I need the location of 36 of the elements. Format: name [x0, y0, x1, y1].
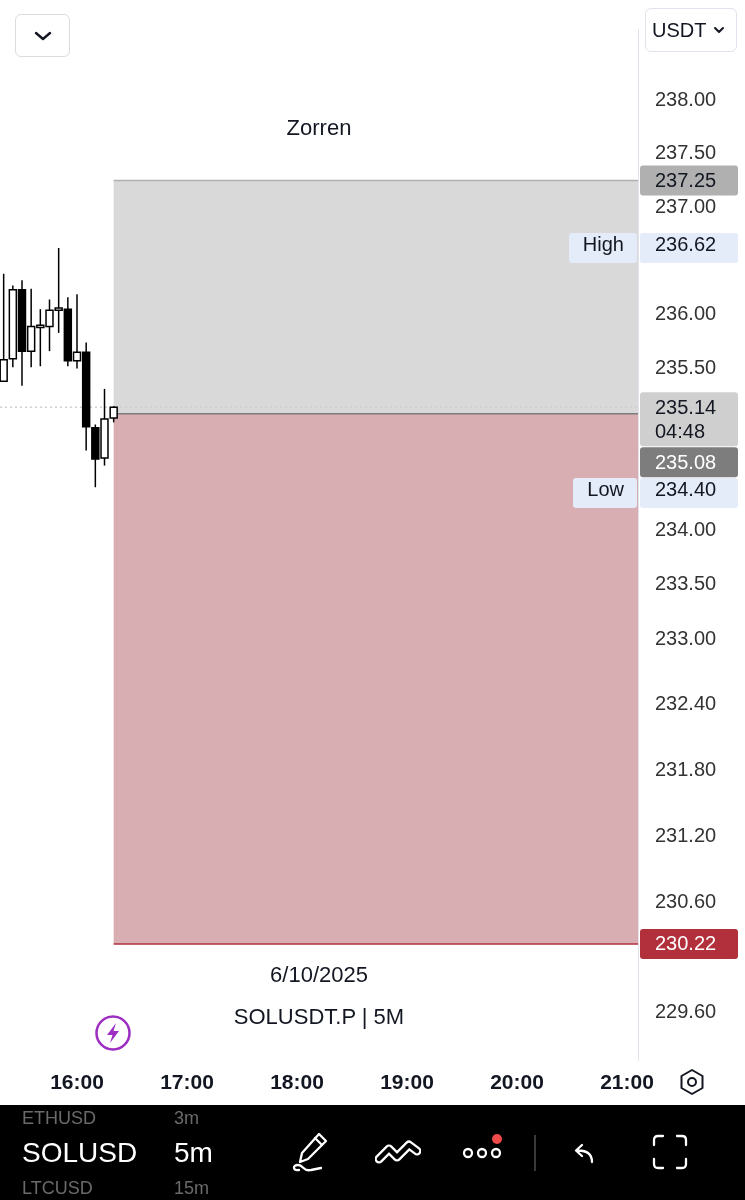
annotation: High 236.62 — [582, 232, 717, 257]
y-tick-label: 237.00 — [655, 194, 717, 217]
x-tick-label: 21:00 — [600, 1070, 654, 1094]
y-tick-label: 231.20 — [655, 823, 717, 846]
text: SOLUSD — [22, 1136, 139, 1170]
y-tick-label: 233.00 — [655, 626, 717, 649]
y-tick-label: 232.40 — [655, 692, 717, 715]
y-tick-label: 229.60 — [655, 999, 717, 1022]
y-tick-label: 231.80 — [655, 757, 717, 780]
x-tick-label: 16:00 — [50, 1070, 104, 1094]
x-tick-label: 20:00 — [490, 1070, 544, 1094]
y-tick-label: 238.00 — [655, 87, 717, 110]
ref-line-label: 235.14 04:48 — [655, 395, 717, 442]
x-tick-label: 18:00 — [270, 1070, 324, 1094]
y-tick-label: 233.50 — [655, 572, 717, 595]
text: LTCUSD — [22, 1177, 94, 1199]
y-tick-label: 230.60 — [655, 889, 717, 912]
x-tick-label: 19:00 — [380, 1070, 434, 1094]
annotation: Low 234.40 — [587, 478, 717, 503]
text: Zorren — [286, 115, 352, 141]
y-tick-label: 234.00 — [655, 518, 717, 541]
ref-line-label: 230.22 — [655, 932, 717, 955]
y-tick-label: 237.50 — [655, 141, 717, 164]
text: 3m — [174, 1107, 200, 1129]
y-axis-title: USDT — [652, 18, 707, 42]
currency-dropdown: USDT — [645, 8, 737, 52]
y-tick-label: 236.00 — [655, 302, 717, 325]
text: ETHUSD — [22, 1107, 97, 1129]
text: 15m — [174, 1177, 210, 1199]
x-tick-label: 17:00 — [160, 1070, 214, 1094]
annotation: 6/10/2025 — [270, 962, 368, 988]
y-tick-label: 235.50 — [655, 355, 717, 378]
ref-line-label: 237.25 — [655, 168, 717, 191]
text: 5m — [174, 1136, 213, 1170]
annotation: SOLUSDT.P | 5M — [233, 1004, 405, 1030]
ref-line-label: 235.08 — [655, 450, 717, 473]
